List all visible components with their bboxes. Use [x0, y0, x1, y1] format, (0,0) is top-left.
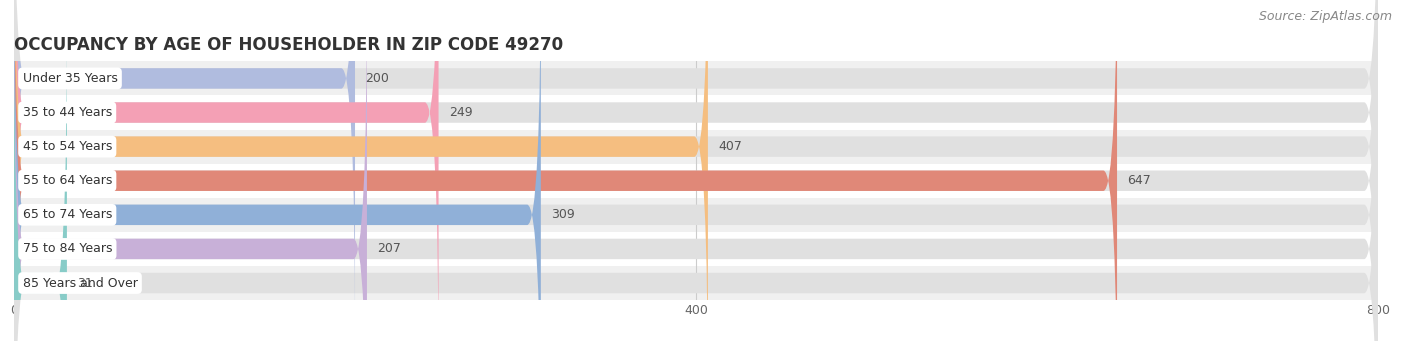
Bar	[14, 95, 1378, 130]
Bar	[14, 266, 1378, 300]
FancyBboxPatch shape	[14, 0, 1378, 341]
FancyBboxPatch shape	[14, 20, 67, 341]
FancyBboxPatch shape	[14, 20, 1378, 341]
Text: 65 to 74 Years: 65 to 74 Years	[22, 208, 112, 221]
FancyBboxPatch shape	[14, 0, 541, 341]
FancyBboxPatch shape	[14, 0, 707, 341]
FancyBboxPatch shape	[14, 0, 1378, 341]
Text: 309: 309	[551, 208, 575, 221]
Text: 200: 200	[366, 72, 389, 85]
FancyBboxPatch shape	[14, 0, 1378, 341]
Text: 55 to 64 Years: 55 to 64 Years	[22, 174, 112, 187]
Bar	[14, 130, 1378, 164]
Text: 85 Years and Over: 85 Years and Over	[22, 277, 138, 290]
Text: OCCUPANCY BY AGE OF HOUSEHOLDER IN ZIP CODE 49270: OCCUPANCY BY AGE OF HOUSEHOLDER IN ZIP C…	[14, 36, 564, 54]
Text: Source: ZipAtlas.com: Source: ZipAtlas.com	[1258, 10, 1392, 23]
Text: 647: 647	[1128, 174, 1152, 187]
FancyBboxPatch shape	[14, 0, 1378, 341]
Text: 407: 407	[718, 140, 742, 153]
Text: 75 to 84 Years: 75 to 84 Years	[22, 242, 112, 255]
FancyBboxPatch shape	[14, 0, 1378, 341]
Bar	[14, 164, 1378, 198]
Text: 31: 31	[77, 277, 93, 290]
FancyBboxPatch shape	[14, 0, 354, 341]
FancyBboxPatch shape	[14, 0, 367, 341]
Text: 35 to 44 Years: 35 to 44 Years	[22, 106, 112, 119]
Text: 45 to 54 Years: 45 to 54 Years	[22, 140, 112, 153]
Bar	[14, 232, 1378, 266]
Bar	[14, 198, 1378, 232]
Bar	[14, 61, 1378, 95]
FancyBboxPatch shape	[14, 0, 1378, 341]
FancyBboxPatch shape	[14, 0, 1116, 341]
FancyBboxPatch shape	[14, 0, 439, 341]
Text: 249: 249	[449, 106, 472, 119]
Text: Under 35 Years: Under 35 Years	[22, 72, 118, 85]
Text: 207: 207	[377, 242, 401, 255]
